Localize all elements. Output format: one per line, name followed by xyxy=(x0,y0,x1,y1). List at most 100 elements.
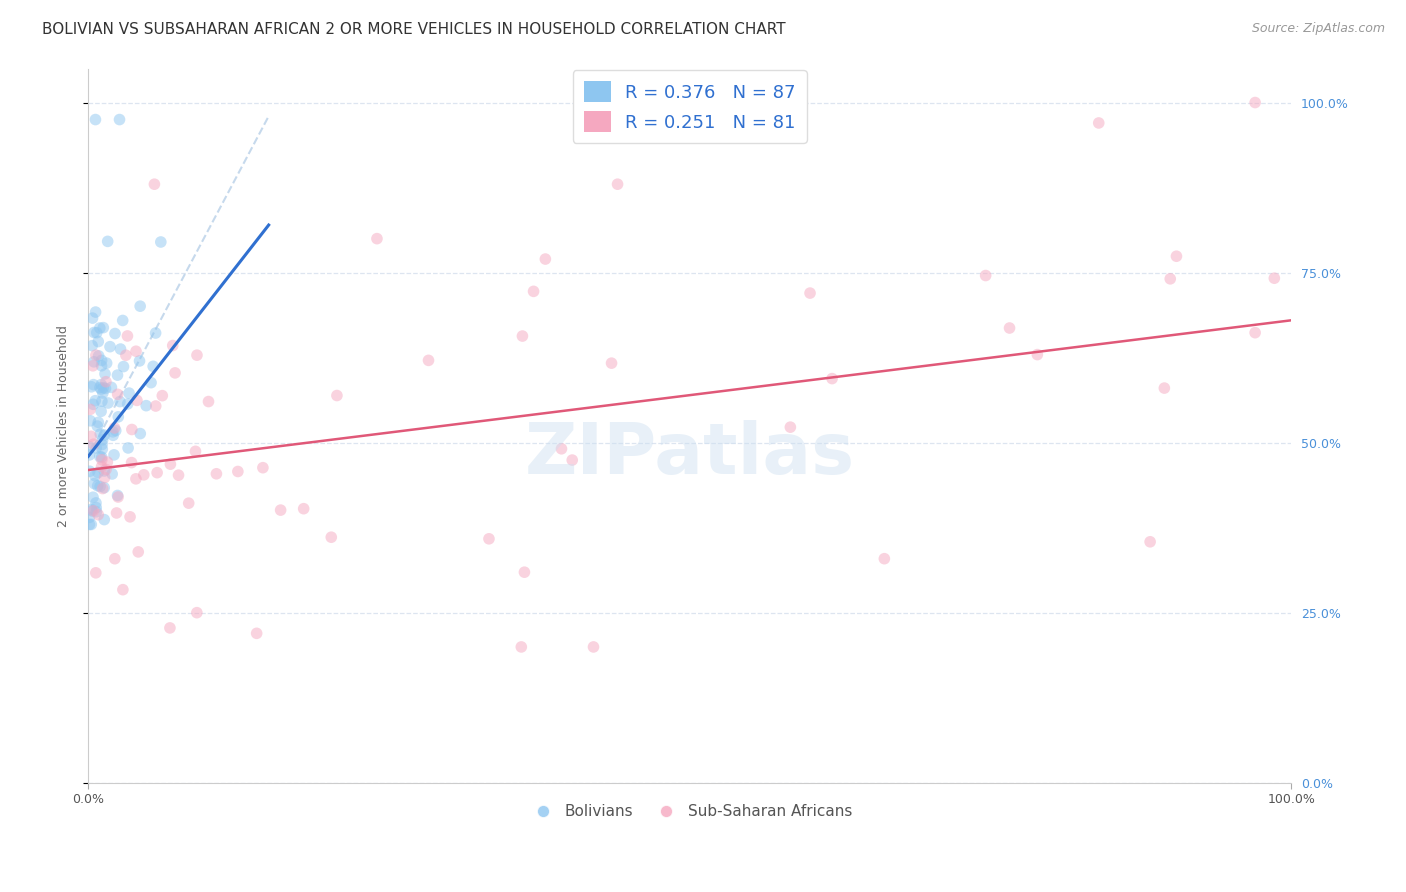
Point xyxy=(226,465,249,479)
Point xyxy=(326,388,349,402)
Point xyxy=(159,621,181,635)
Point xyxy=(94,375,117,389)
Text: Source: ZipAtlas.com: Source: ZipAtlas.com xyxy=(1251,22,1385,36)
Point xyxy=(246,626,269,640)
Point xyxy=(998,321,1021,335)
Point xyxy=(80,380,103,394)
Point xyxy=(143,178,166,192)
Point xyxy=(84,566,107,580)
Point xyxy=(79,448,101,462)
Point xyxy=(89,479,111,493)
Point xyxy=(87,334,110,349)
Point xyxy=(84,348,107,362)
Point xyxy=(107,488,129,502)
Point xyxy=(90,404,112,418)
Point xyxy=(120,509,142,524)
Point xyxy=(150,389,173,403)
Point xyxy=(87,508,110,522)
Point xyxy=(117,441,139,455)
Point xyxy=(125,344,148,359)
Point xyxy=(112,359,135,374)
Point xyxy=(104,326,127,341)
Point xyxy=(522,285,544,299)
Point xyxy=(821,371,844,385)
Point xyxy=(82,490,104,504)
Point xyxy=(118,386,141,401)
Point xyxy=(93,428,115,442)
Point xyxy=(79,440,101,454)
Text: BOLIVIAN VS SUBSAHARAN AFRICAN 2 OR MORE VEHICLES IN HOUSEHOLD CORRELATION CHART: BOLIVIAN VS SUBSAHARAN AFRICAN 2 OR MORE… xyxy=(42,22,786,37)
Point xyxy=(90,394,112,409)
Point xyxy=(321,530,343,544)
Point xyxy=(1153,381,1175,395)
Point xyxy=(79,414,101,428)
Point xyxy=(197,394,219,409)
Point xyxy=(103,448,125,462)
Text: ZIPatlas: ZIPatlas xyxy=(524,420,855,489)
Point xyxy=(510,640,533,654)
Point xyxy=(87,415,110,429)
Point xyxy=(779,420,801,434)
Point xyxy=(101,425,124,439)
Point xyxy=(167,468,190,483)
Point xyxy=(107,387,129,401)
Point xyxy=(93,470,115,484)
Point xyxy=(162,338,184,352)
Point xyxy=(125,393,148,408)
Point xyxy=(86,419,108,434)
Point xyxy=(101,467,124,481)
Point xyxy=(84,500,107,515)
Point xyxy=(205,467,228,481)
Point xyxy=(84,496,107,510)
Point xyxy=(145,326,167,340)
Point xyxy=(142,359,165,374)
Point xyxy=(104,424,127,438)
Point xyxy=(82,397,104,411)
Point xyxy=(96,455,118,469)
Point xyxy=(84,305,107,319)
Point xyxy=(82,339,104,353)
Point xyxy=(104,551,127,566)
Point xyxy=(79,402,101,417)
Point xyxy=(513,565,536,579)
Point xyxy=(90,459,112,474)
Point xyxy=(86,326,108,340)
Point xyxy=(177,496,200,510)
Point xyxy=(1263,271,1285,285)
Point xyxy=(1244,326,1267,340)
Point xyxy=(128,354,150,368)
Point xyxy=(600,356,623,370)
Point xyxy=(103,421,125,435)
Point xyxy=(96,356,118,370)
Point xyxy=(129,426,152,441)
Point xyxy=(252,460,274,475)
Point xyxy=(1026,348,1049,362)
Point xyxy=(534,252,557,266)
Point xyxy=(186,348,208,362)
Point xyxy=(1139,534,1161,549)
Point xyxy=(139,376,162,390)
Point xyxy=(121,456,143,470)
Point xyxy=(146,466,169,480)
Point xyxy=(80,504,103,518)
Point xyxy=(91,433,114,447)
Point xyxy=(89,450,111,464)
Point xyxy=(121,423,143,437)
Point xyxy=(87,349,110,363)
Point xyxy=(107,368,129,383)
Point xyxy=(83,326,105,340)
Point xyxy=(93,464,115,478)
Point xyxy=(165,366,187,380)
Point xyxy=(117,329,139,343)
Point xyxy=(79,510,101,524)
Point xyxy=(145,399,167,413)
Point xyxy=(111,582,134,597)
Point xyxy=(82,377,104,392)
Point xyxy=(561,453,583,467)
Y-axis label: 2 or more Vehicles in Household: 2 or more Vehicles in Household xyxy=(58,325,70,526)
Point xyxy=(83,355,105,369)
Point xyxy=(129,299,152,313)
Point xyxy=(292,501,315,516)
Point xyxy=(79,464,101,478)
Point xyxy=(93,513,115,527)
